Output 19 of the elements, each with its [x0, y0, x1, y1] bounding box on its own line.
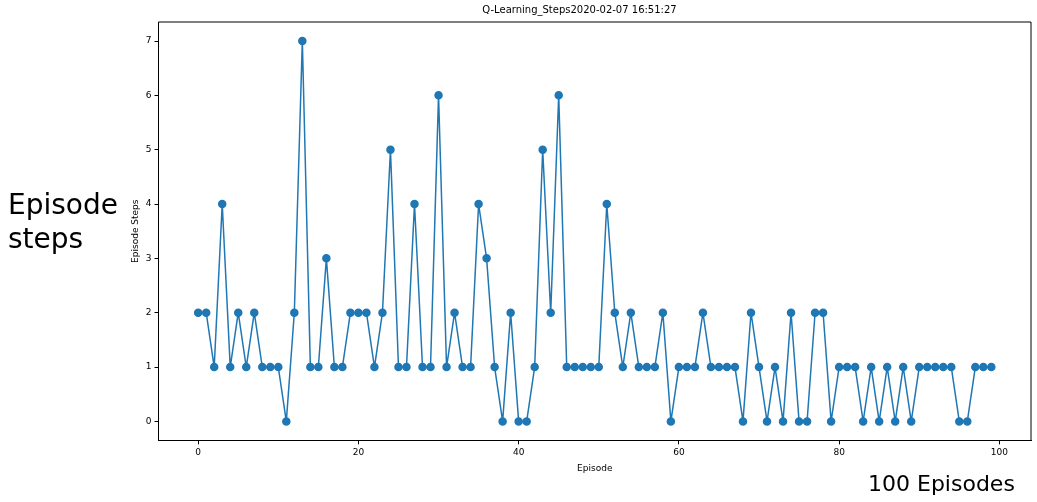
- y-tick-label: 3: [145, 252, 152, 263]
- y-tick-label: 1: [145, 361, 152, 372]
- x-tick-label: 20: [352, 447, 365, 458]
- x-tick-label: 0: [195, 447, 202, 458]
- text: Episode steps: [8, 188, 119, 256]
- y-tick-label: 5: [145, 144, 152, 155]
- y-axis-title: Episode Steps: [129, 199, 140, 263]
- y-tick-label: 4: [145, 198, 152, 209]
- x-axis-title: Episode: [577, 462, 613, 473]
- x-tick-label: 80: [833, 447, 846, 458]
- y-tick-label: 7: [145, 35, 152, 46]
- text: 100 Episodes: [868, 470, 1015, 498]
- x-tick-label: 40: [512, 447, 525, 458]
- x-tick-label: 60: [673, 447, 685, 458]
- y-tick-label: 0: [145, 415, 152, 426]
- chart-title: Q-Learning_Steps2020-02-07 16:51:27: [482, 3, 677, 16]
- y-tick-label: 2: [145, 307, 152, 318]
- x-tick-label: 100: [990, 447, 1009, 458]
- y-tick-label: 6: [145, 89, 152, 100]
